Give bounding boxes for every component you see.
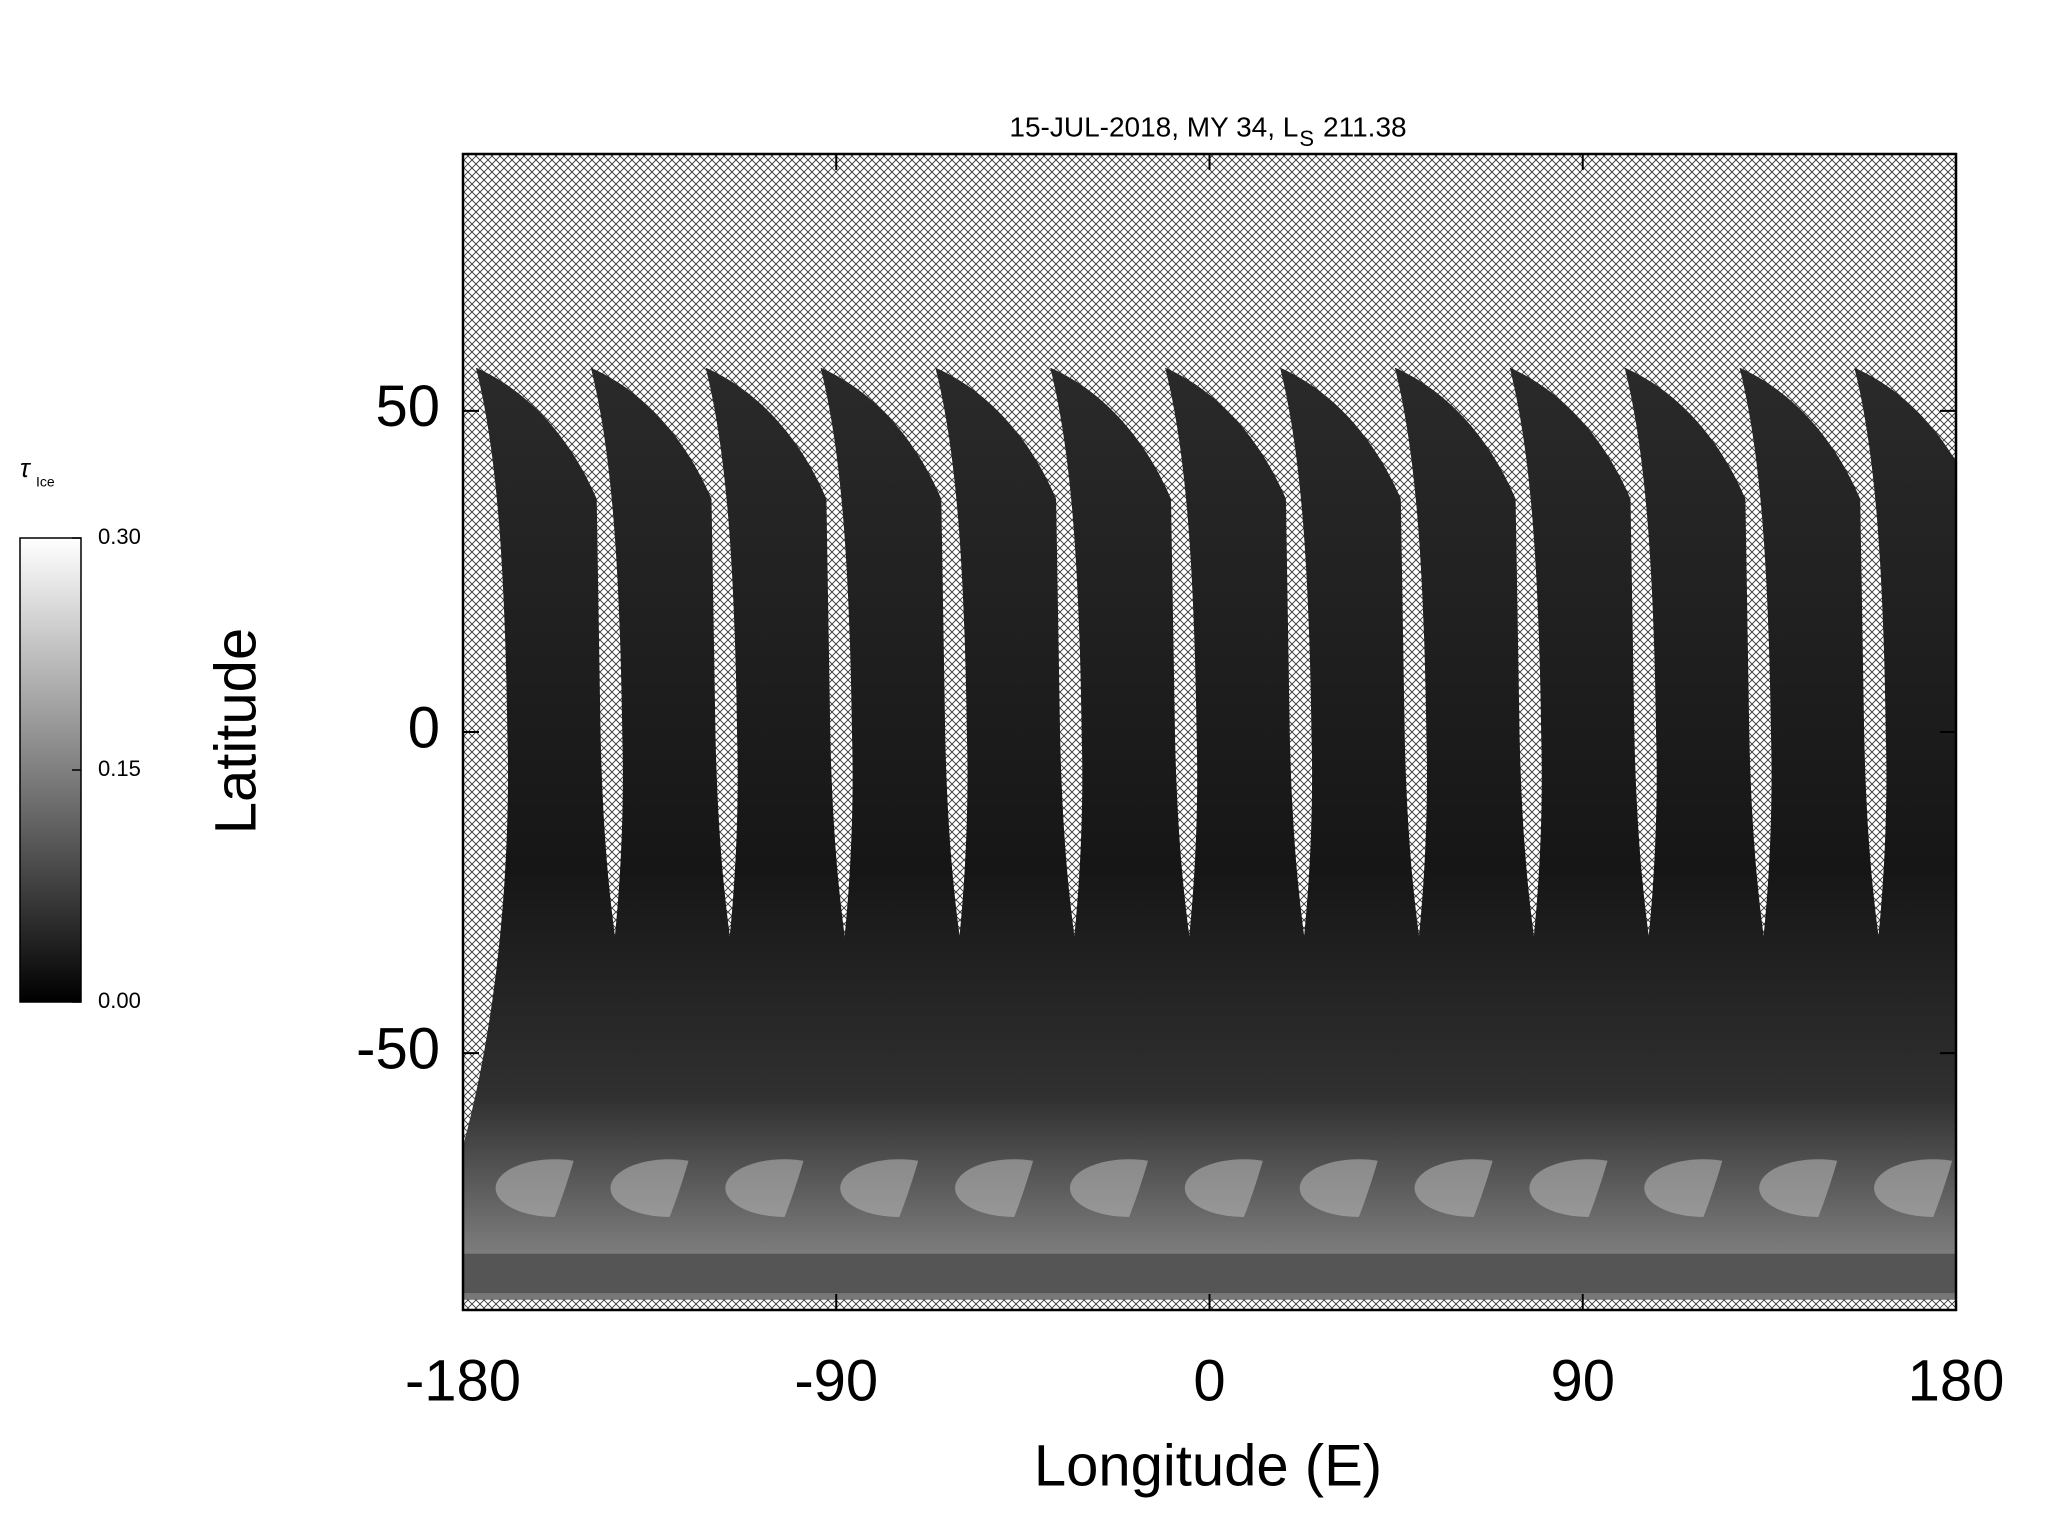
- y-tick-label: -50: [356, 1016, 440, 1081]
- colorbar-tick-label: 0.15: [98, 756, 141, 781]
- chart-title-value: 211.38: [1323, 111, 1407, 142]
- chart-title: 15-JUL-2018, MY 34, L: [1009, 111, 1298, 142]
- swaths: [463, 367, 2048, 1300]
- x-tick-label: 180: [1908, 1348, 2005, 1413]
- x-tick-label: 0: [1193, 1348, 1225, 1413]
- axes: -180 -90 0 90 180 -50 0 50: [356, 154, 2004, 1413]
- bright-patch: [1989, 1159, 2048, 1217]
- colorbar-tick-label: 0.00: [98, 988, 141, 1013]
- y-tick-label: 0: [408, 695, 440, 760]
- colorbar-ticks: 0.30 0.15 0.00: [72, 524, 141, 1013]
- x-tick-label: -90: [794, 1348, 878, 1413]
- bright-patch: [1874, 1159, 1956, 1217]
- swath: [1903, 1147, 1956, 1280]
- chart-title-subscript: S: [1299, 126, 1314, 151]
- y-axis-label: Latitude: [203, 628, 268, 834]
- colorbar-title: τ: [20, 453, 32, 483]
- x-tick-label: 90: [1550, 1348, 1615, 1413]
- colorbar-tick-label: 0.30: [98, 524, 141, 549]
- swath: [1788, 367, 1956, 1280]
- x-axis-label: Longitude (E): [1034, 1433, 1382, 1498]
- polar-band: [463, 1253, 1956, 1300]
- x-tick-label: -180: [405, 1348, 521, 1413]
- y-tick-label: 50: [375, 374, 440, 439]
- colorbar-title-subscript: Ice: [36, 474, 55, 490]
- colorbar: [19, 537, 82, 1003]
